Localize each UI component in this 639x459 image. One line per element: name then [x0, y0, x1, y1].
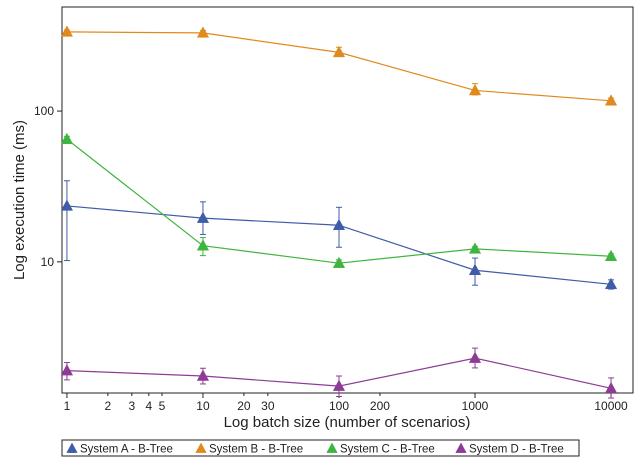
data-point-marker — [468, 351, 482, 363]
legend-label: System D - B-Tree — [469, 444, 564, 456]
data-point-marker — [60, 364, 74, 376]
legend-box — [61, 439, 580, 457]
x-axis-label: Log batch size (number of scenarios) — [224, 414, 471, 431]
y-axis-ticks: 10 100 — [34, 104, 62, 269]
x-tick-label: 5 — [159, 399, 166, 413]
x-tick-label: 10 — [196, 399, 210, 413]
data-point-marker — [332, 256, 346, 268]
data-point-marker — [196, 369, 210, 381]
legend-marker — [326, 442, 338, 453]
legend: System A - B-Tree System B - B-Tree System… — [61, 439, 580, 457]
plot-frame — [61, 6, 634, 394]
data-point-marker — [60, 199, 74, 211]
x-tick-label: 100 — [329, 399, 349, 413]
y-axis-label: Log execution time (ms) — [11, 120, 28, 280]
legend-marker — [66, 442, 78, 453]
data-point-marker — [332, 218, 346, 230]
data-point-marker — [332, 379, 346, 391]
data-point-marker — [468, 242, 482, 254]
legend-marker — [455, 442, 467, 453]
y-tick-label: 10 — [41, 255, 55, 269]
data-point-marker — [468, 83, 482, 96]
legend-marker — [195, 442, 207, 453]
legend-label: System C - B-Tree — [340, 444, 435, 456]
x-tick-label: 3 — [128, 399, 135, 413]
data-point-marker — [196, 211, 210, 223]
legend-label: System B - B-Tree — [209, 444, 303, 456]
x-tick-label: 2 — [105, 399, 112, 413]
legend-label: System A - B-Tree — [80, 444, 173, 456]
data-point-marker — [604, 277, 618, 290]
series-1 — [60, 180, 618, 290]
y-tick-label: 100 — [34, 104, 54, 118]
data-point-marker — [604, 94, 618, 106]
x-tick-label: 10000 — [594, 399, 628, 413]
x-tick-label: 20 — [237, 399, 251, 413]
data-point-marker — [332, 45, 346, 58]
data-point-marker — [60, 25, 74, 37]
series-2 — [60, 25, 618, 106]
series-4 — [60, 347, 618, 399]
data-point-marker — [604, 381, 618, 394]
data-point-marker — [468, 263, 482, 275]
x-tick-label: 200 — [370, 399, 390, 413]
series-layer — [60, 25, 618, 399]
series-line — [66, 31, 612, 102]
x-axis-ticks: 1 2 3 4 5 10 20 30 100 200 1000 10000 — [64, 393, 628, 413]
series-3 — [60, 132, 618, 268]
data-point-marker — [196, 239, 210, 251]
x-tick-label: 1 — [64, 399, 71, 413]
x-tick-label: 1000 — [462, 399, 489, 413]
data-point-marker — [60, 132, 74, 145]
x-tick-label: 4 — [145, 399, 152, 413]
x-tick-label: 30 — [261, 399, 275, 413]
data-point-marker — [604, 249, 618, 261]
data-point-marker — [196, 26, 210, 38]
